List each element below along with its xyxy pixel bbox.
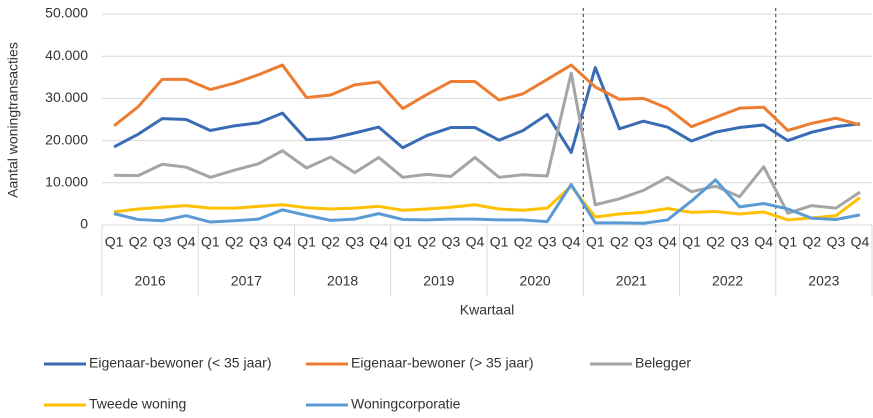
x-tick-label: Q1: [297, 234, 316, 250]
x-tick-label: Q4: [851, 234, 870, 250]
group-label: 2022: [712, 273, 743, 289]
x-tick-label: Q2: [514, 234, 533, 250]
x-tick-label: Q4: [466, 234, 485, 250]
y-tick-label: 30.000: [45, 89, 88, 105]
x-tick-label: Q2: [610, 234, 629, 250]
y-tick-label: 40.000: [45, 47, 88, 63]
group-label: 2020: [520, 273, 551, 289]
y-tick-label: 10.000: [45, 174, 88, 190]
series-line: [114, 71, 861, 215]
y-axis-title: Aantal woningtransacties: [5, 42, 21, 198]
x-tick-label: Q2: [225, 234, 244, 250]
x-tick-label: Q3: [538, 234, 557, 250]
x-tick-label: Q1: [201, 234, 220, 250]
legend-label: Woningcorporatie: [351, 396, 461, 412]
x-tick-label: Q4: [273, 234, 292, 250]
x-tick-label: Q4: [369, 234, 388, 250]
group-label: 2016: [135, 273, 166, 289]
x-tick-label: Q4: [177, 234, 196, 250]
x-tick-label: Q1: [393, 234, 412, 250]
x-tick-label: Q2: [706, 234, 725, 250]
group-label: 2017: [231, 273, 262, 289]
legend-label: Tweede woning: [89, 396, 186, 412]
x-tick-label: Q4: [658, 234, 677, 250]
x-tick-label: Q3: [827, 234, 846, 250]
legend-label: Belegger: [635, 355, 691, 371]
y-tick-label: 50.000: [45, 5, 88, 21]
x-tick-label: Q2: [129, 234, 148, 250]
legend-label: Eigenaar-bewoner (> 35 jaar): [351, 355, 534, 371]
legend-label: Eigenaar-bewoner (< 35 jaar): [89, 355, 272, 371]
x-tick-label: Q4: [754, 234, 773, 250]
x-tick-label: Q2: [321, 234, 340, 250]
x-tick-label: Q2: [803, 234, 822, 250]
x-tick-label: Q3: [634, 234, 653, 250]
x-tick-label: Q3: [730, 234, 749, 250]
x-tick-label: Q3: [153, 234, 172, 250]
x-tick-label: Q3: [442, 234, 461, 250]
series-line: [113, 66, 861, 154]
x-tick-label: Q1: [682, 234, 701, 250]
x-tick-label: Q1: [105, 234, 124, 250]
y-tick-label: 20.000: [45, 131, 88, 147]
group-label: 2023: [808, 273, 839, 289]
x-tick-label: Q1: [490, 234, 509, 250]
x-tick-label: Q1: [586, 234, 605, 250]
x-axis-title: Kwartaal: [460, 302, 514, 318]
y-tick-label: 0: [80, 216, 88, 232]
x-tick-label: Q1: [778, 234, 797, 250]
series-line: [113, 178, 861, 225]
group-label: 2018: [327, 273, 358, 289]
x-tick-label: Q4: [562, 234, 581, 250]
group-label: 2021: [616, 273, 647, 289]
series-line: [113, 184, 861, 222]
x-tick-label: Q3: [345, 234, 364, 250]
x-tick-label: Q2: [418, 234, 437, 250]
series-line: [113, 63, 861, 132]
group-label: 2019: [423, 273, 454, 289]
x-tick-label: Q3: [249, 234, 268, 250]
